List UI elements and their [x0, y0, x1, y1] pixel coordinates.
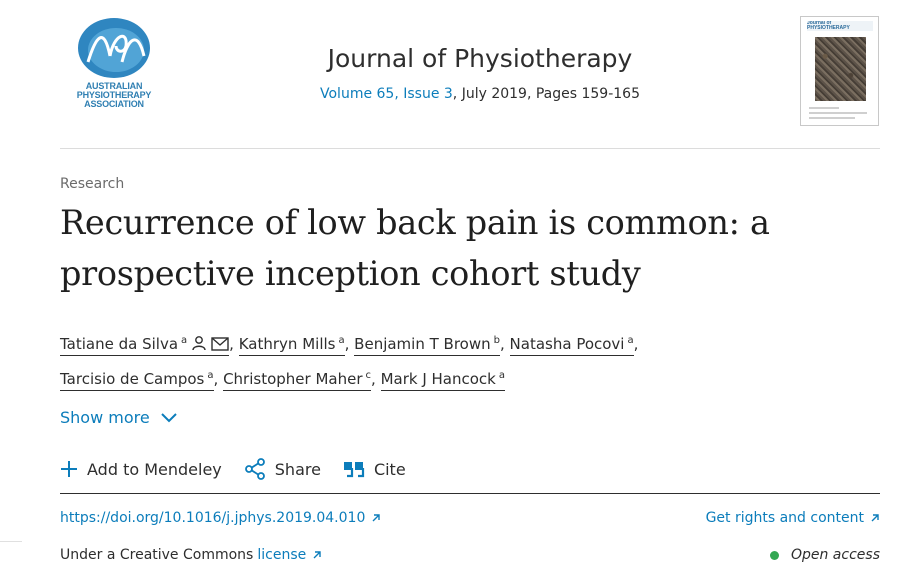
author-link[interactable]: Mark J Hancock a [380, 370, 505, 391]
show-more-button[interactable]: Show more [60, 408, 178, 427]
share-label: Share [274, 459, 321, 479]
cover-text-line [809, 107, 839, 109]
cover-text-line [809, 112, 867, 114]
external-link-icon [871, 514, 879, 522]
add-to-mendeley-button[interactable]: Add to Mendeley [60, 460, 222, 479]
header-divider [60, 148, 880, 149]
author-link[interactable]: Christopher Maher c [223, 370, 371, 391]
mendeley-label: Add to Mendeley [87, 459, 222, 479]
article-title: Recurrence of low back pain is common: a… [60, 203, 770, 293]
author-link[interactable]: Benjamin T Brown b [354, 335, 500, 356]
external-link-icon [372, 514, 381, 522]
cover-text-line [809, 117, 855, 119]
person-icon [191, 331, 207, 361]
logo-text: AUSTRALIAN PHYSIOTHERAPY ASSOCIATION [76, 81, 152, 109]
author-link[interactable]: Natasha Pocovi a [509, 335, 634, 356]
cite-button[interactable]: Cite [343, 460, 406, 479]
cover-image [815, 37, 866, 101]
article-category: Research [60, 176, 125, 192]
date-pages: , July 2019, Pages 159-165 [452, 86, 640, 102]
plus-icon [61, 461, 77, 477]
apa-logo[interactable]: AUSTRALIAN PHYSIOTHERAPY ASSOCIATION [72, 16, 156, 116]
apa-logo-icon [78, 18, 150, 78]
external-link-icon [313, 551, 321, 559]
author-link[interactable]: Tatiane da Silva a [60, 335, 230, 356]
author-link[interactable]: Kathryn Mills a [238, 335, 345, 356]
rights-text: Get rights and content [705, 510, 864, 526]
license-prefix: Under a Creative Commons [60, 547, 254, 563]
get-rights-link[interactable]: Get rights and content [706, 510, 880, 526]
journal-issue: Volume 65, Issue 3, July 2019, Pages 159… [260, 86, 700, 102]
share-button[interactable]: Share [244, 458, 321, 480]
doi-link[interactable]: https://doi.org/10.1016/j.jphys.2019.04.… [60, 510, 381, 526]
cite-label: Cite [373, 459, 406, 479]
open-access-dot-icon [769, 550, 779, 560]
license-line: Under a Creative Commons license [60, 547, 322, 563]
share-icon [244, 458, 265, 480]
quote-icon [343, 462, 365, 478]
edge-divider [0, 541, 22, 542]
open-access-badge: Open access [769, 547, 880, 563]
article-toolbar: Add to Mendeley Share Cite [60, 456, 428, 482]
show-more-label: Show more [60, 408, 150, 427]
email-icon [211, 331, 229, 361]
journal-title[interactable]: Journal of Physiotherapy [327, 44, 633, 73]
open-access-label: Open access [790, 547, 880, 563]
toolbar-divider [60, 493, 880, 494]
cover-title: Journal of PHYSIOTHERAPY [807, 21, 873, 31]
volume-issue-link[interactable]: Volume 65, Issue 3 [320, 86, 453, 102]
author-link[interactable]: Tarcisio de Campos a [60, 370, 214, 391]
chevron-down-icon [160, 412, 177, 422]
journal-cover-thumbnail[interactable]: Journal of PHYSIOTHERAPY [800, 16, 879, 126]
author-list: Tatiane da Silva a, Kathryn Mills a, Benja… [60, 326, 880, 394]
doi-text: https://doi.org/10.1016/j.jphys.2019.04.… [60, 510, 366, 526]
license-link[interactable]: license [257, 547, 322, 563]
